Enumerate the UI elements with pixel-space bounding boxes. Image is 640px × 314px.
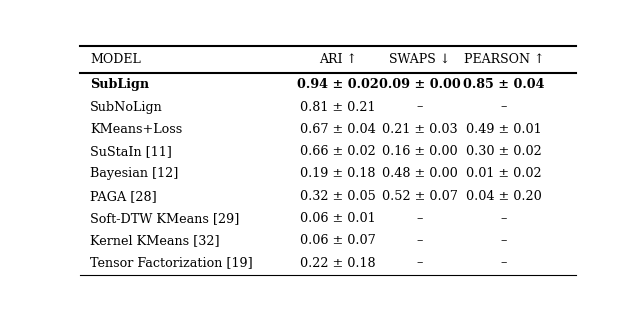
Text: KMeans+Loss: KMeans+Loss (90, 123, 182, 136)
Text: –: – (417, 234, 423, 247)
Text: 0.81 ± 0.21: 0.81 ± 0.21 (300, 100, 376, 114)
Text: PAGA [28]: PAGA [28] (90, 190, 157, 203)
Text: 0.67 ± 0.04: 0.67 ± 0.04 (300, 123, 376, 136)
Text: 0.52 ± 0.07: 0.52 ± 0.07 (382, 190, 458, 203)
Text: ARI ↑: ARI ↑ (319, 53, 357, 66)
Text: MODEL: MODEL (90, 53, 141, 66)
Text: PEARSON ↑: PEARSON ↑ (464, 53, 545, 66)
Text: 0.85 ± 0.04: 0.85 ± 0.04 (463, 78, 545, 91)
Text: –: – (417, 212, 423, 225)
Text: SubNoLign: SubNoLign (90, 100, 163, 114)
Text: SWAPS ↓: SWAPS ↓ (389, 53, 451, 66)
Text: Kernel KMeans [32]: Kernel KMeans [32] (90, 234, 220, 247)
Text: 0.30 ± 0.02: 0.30 ± 0.02 (466, 145, 542, 158)
Text: 0.16 ± 0.00: 0.16 ± 0.00 (382, 145, 458, 158)
Text: Tensor Factorization [19]: Tensor Factorization [19] (90, 257, 253, 269)
Text: 0.48 ± 0.00: 0.48 ± 0.00 (382, 167, 458, 181)
Text: –: – (417, 100, 423, 114)
Text: 0.06 ± 0.07: 0.06 ± 0.07 (300, 234, 376, 247)
Text: Soft-DTW KMeans [29]: Soft-DTW KMeans [29] (90, 212, 239, 225)
Text: SubLign: SubLign (90, 78, 149, 91)
Text: 0.66 ± 0.02: 0.66 ± 0.02 (300, 145, 376, 158)
Text: 0.32 ± 0.05: 0.32 ± 0.05 (300, 190, 376, 203)
Text: 0.21 ± 0.03: 0.21 ± 0.03 (382, 123, 458, 136)
Text: 0.06 ± 0.01: 0.06 ± 0.01 (300, 212, 376, 225)
Text: 0.01 ± 0.02: 0.01 ± 0.02 (467, 167, 542, 181)
Text: 0.22 ± 0.18: 0.22 ± 0.18 (300, 257, 376, 269)
Text: SuStaIn [11]: SuStaIn [11] (90, 145, 172, 158)
Text: –: – (417, 257, 423, 269)
Text: 0.19 ± 0.18: 0.19 ± 0.18 (300, 167, 376, 181)
Text: –: – (501, 212, 508, 225)
Text: 0.09 ± 0.00: 0.09 ± 0.00 (379, 78, 461, 91)
Text: 0.94 ± 0.02: 0.94 ± 0.02 (297, 78, 379, 91)
Text: 0.49 ± 0.01: 0.49 ± 0.01 (467, 123, 542, 136)
Text: Bayesian [12]: Bayesian [12] (90, 167, 179, 181)
Text: 0.04 ± 0.20: 0.04 ± 0.20 (466, 190, 542, 203)
Text: –: – (501, 100, 508, 114)
Text: –: – (501, 257, 508, 269)
Text: –: – (501, 234, 508, 247)
